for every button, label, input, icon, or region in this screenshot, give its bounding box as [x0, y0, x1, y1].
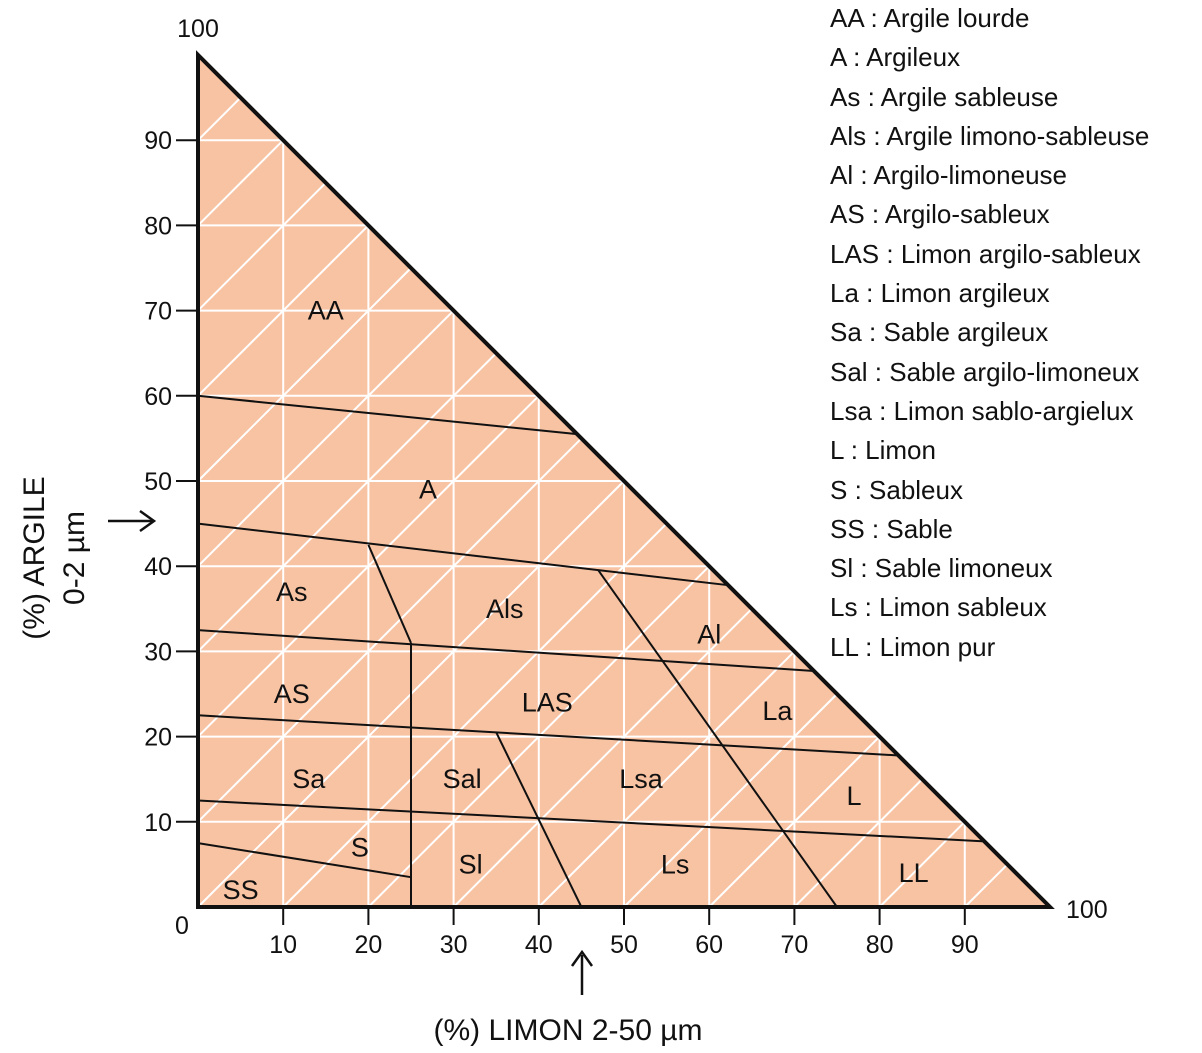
- x-tick-label: 50: [610, 931, 638, 959]
- grid-line-diagonal: [197, 224, 370, 397]
- zone-label-as: AS: [274, 679, 310, 709]
- zone-boundary-line: [197, 522, 727, 586]
- y-axis-arrow: [108, 509, 157, 533]
- grid-line-diagonal: [964, 863, 1009, 908]
- x-tick-label: 20: [354, 931, 382, 959]
- legend-item: AS : Argilo-sableux: [830, 199, 1050, 230]
- legend-item: Lsa : Limon sablo-argielux: [830, 395, 1134, 426]
- y-tick-label: 70: [144, 298, 172, 326]
- grid-line-diagonal: [452, 608, 753, 908]
- x-tick-label: 30: [440, 931, 468, 959]
- grid-line-diagonal: [367, 565, 710, 908]
- y-tick-label: 60: [144, 383, 172, 411]
- grid-line-diagonal: [197, 437, 583, 823]
- x-tick-label: 40: [525, 931, 553, 959]
- grid-line-diagonal: [282, 522, 668, 908]
- zone-boundary-line: [597, 569, 838, 908]
- legend-item: L : Limon: [830, 435, 936, 466]
- x-tick-label: 80: [866, 931, 894, 959]
- legend-item: S : Sableux: [830, 474, 963, 505]
- y-tick-label: 80: [144, 212, 172, 240]
- y-tick-label: 50: [144, 468, 172, 496]
- grid-line-diagonal: [197, 267, 412, 482]
- legend-item: Sl : Sable limoneux: [830, 553, 1053, 584]
- zone-label-sa: Sa: [292, 764, 326, 794]
- legend-item: Al : Argilo-limoneuse: [830, 160, 1067, 191]
- legend-item: Als : Argile limono-sableuse: [830, 120, 1150, 151]
- grid-line-diagonal: [197, 309, 455, 567]
- x-tick-label: 90: [951, 931, 979, 959]
- zone-label-sl: Sl: [459, 849, 483, 879]
- zone-label-al: Al: [697, 619, 721, 649]
- legend-item: As : Argile sableuse: [830, 81, 1059, 112]
- zone-boundary-line: [197, 714, 897, 757]
- legend-item: Ls : Limon sableux: [830, 592, 1047, 623]
- zone-label-lsa: Lsa: [619, 764, 664, 794]
- zone-boundary-line: [197, 799, 985, 843]
- grid-line-diagonal: [197, 182, 327, 312]
- x-axis-arrow: [570, 949, 594, 995]
- legend-item: Sal : Sable argilo-limoneux: [830, 356, 1140, 387]
- zone-boundary-line: [197, 629, 815, 672]
- zone-label-aa: AA: [308, 296, 344, 326]
- legend-item: LAS : Limon argilo-sableux: [830, 238, 1141, 269]
- legend-item: AA : Argile lourde: [830, 3, 1030, 33]
- grid-line-diagonal: [793, 778, 923, 908]
- grid-line-diagonal: [708, 735, 881, 908]
- legend-item: SS : Sable: [830, 513, 953, 544]
- y-axis-title: (%) ARGILE 0-2 µm: [18, 476, 91, 639]
- y-tick-label: 90: [144, 127, 172, 155]
- x-max-label: 100: [1066, 896, 1108, 924]
- zone-boundary-line: [495, 731, 583, 908]
- grid-line-diagonal: [197, 352, 497, 653]
- zone-boundary-line: [367, 544, 412, 644]
- zone-boundary-line: [197, 394, 578, 436]
- grid-line-diagonal: [878, 821, 966, 908]
- zone-boundary-line: [197, 842, 412, 879]
- zone-label-la: La: [762, 696, 793, 726]
- x-axis-title: (%) LIMON 2-50 µm: [434, 1014, 703, 1047]
- y-tick-label: 30: [144, 638, 172, 666]
- grid-line-diagonal: [197, 139, 284, 227]
- y-axis-title-line1: (%) ARGILE: [18, 476, 51, 639]
- x-tick-label: 10: [269, 931, 297, 959]
- zone-label-als: Als: [486, 594, 524, 624]
- axis-ticks: 10 20 30 40 50 60 70 80 90 10 20 30 40 50 60 70 80 90: [144, 127, 979, 959]
- zone-label-l: L: [847, 781, 862, 811]
- x-tick-label: 70: [780, 931, 808, 959]
- zone-label-s: S: [351, 832, 369, 862]
- zone-label-as: As: [276, 577, 308, 607]
- zone-label-las: LAS: [522, 688, 573, 718]
- grid-line-diagonal: [623, 693, 838, 908]
- zone-label-ss: SS: [223, 875, 259, 905]
- grid-line-diagonal: [538, 650, 796, 908]
- grid-line-diagonal: [197, 96, 242, 141]
- legend-item: Sa : Sable argileux: [830, 317, 1049, 348]
- zone-label-sal: Sal: [443, 764, 482, 794]
- x-tick-label: 60: [695, 931, 723, 959]
- grid-line-diagonal: [197, 395, 540, 738]
- zone-label-a: A: [419, 475, 437, 505]
- legend-item: La : Limon argileux: [830, 278, 1050, 309]
- y-tick-label: 40: [144, 553, 172, 581]
- y-tick-label: 20: [144, 724, 172, 752]
- zone-label-ls: Ls: [661, 849, 690, 879]
- y-max-label: 100: [177, 15, 219, 43]
- zone-label-ll: LL: [899, 858, 929, 888]
- y-tick-label: 10: [144, 809, 172, 837]
- legend-item: A : Argileux: [830, 42, 961, 73]
- legend: AA : Argile lourde A : Argileux As : Argil…: [830, 0, 1149, 668]
- y-axis-title-line2: 0-2 µm: [58, 511, 91, 605]
- origin-label: 0: [175, 912, 189, 940]
- legend-item: LL : Limon pur: [830, 631, 996, 662]
- zone-boundaries: [197, 394, 985, 908]
